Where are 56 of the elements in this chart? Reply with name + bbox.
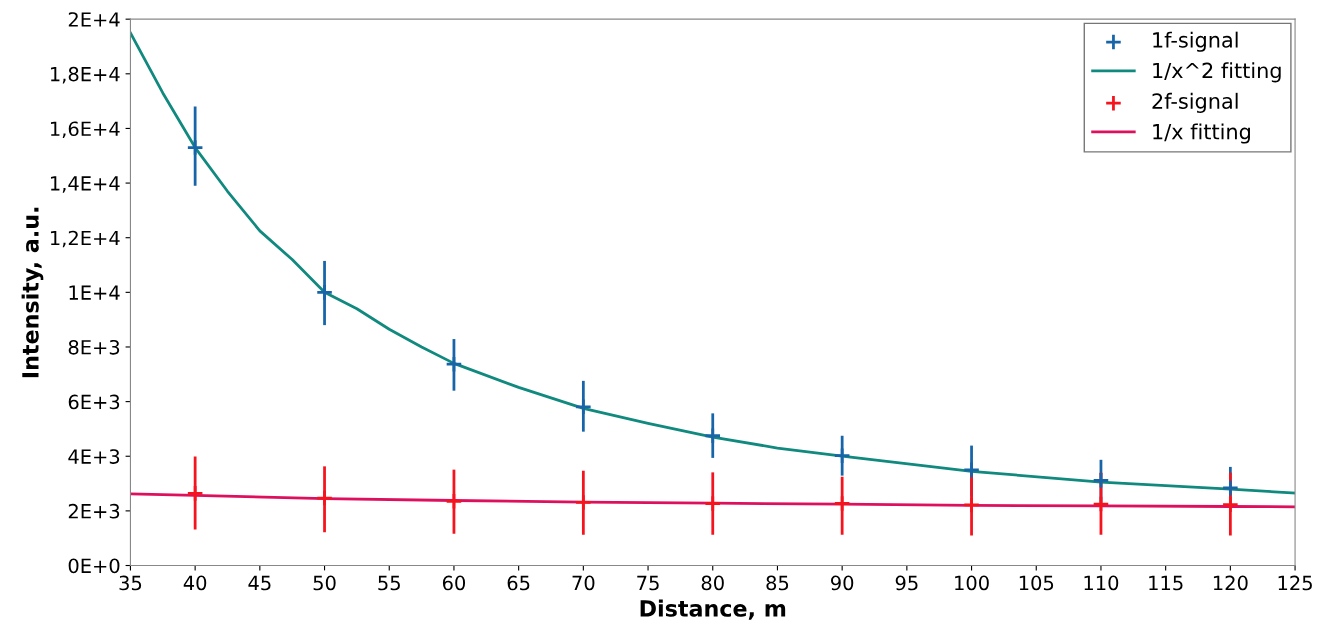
y-tick-label: 2E+4 [68, 12, 120, 27]
point [833, 447, 851, 465]
x-tick-label: 125 [1278, 575, 1312, 591]
x-tick-label: 75 [637, 575, 659, 591]
point [445, 355, 463, 373]
x-axis-title: Distance, m [640, 599, 786, 620]
x-tick-label: 70 [572, 575, 595, 591]
point [186, 484, 204, 503]
point [1092, 495, 1110, 513]
y-tick-label: 4E+3 [68, 449, 120, 464]
point [704, 494, 722, 513]
x-tick-label: 85 [766, 575, 789, 591]
y-tick-label: 6E+3 [68, 394, 120, 410]
y-tick-label: 8E+3 [68, 339, 120, 355]
point [962, 496, 981, 514]
point [315, 489, 334, 507]
x-tick-label: 115 [1149, 575, 1183, 591]
y-tick-label: 0E+0 [68, 558, 120, 574]
x-tick-label: 60 [442, 575, 466, 591]
legend-label: 2f-signal [1152, 92, 1238, 113]
y-tick-label: 1E+4 [69, 285, 120, 300]
y-tick-label: 2E+3 [68, 503, 120, 519]
line-series [130, 492, 1296, 509]
x-tick-label: 90 [831, 575, 854, 591]
x-tick-label: 110 [1084, 575, 1119, 591]
y-tick-label: 1,4E+4 [50, 176, 120, 193]
y-tick-label: 1,2E+4 [50, 230, 120, 248]
point [315, 283, 334, 302]
point [186, 138, 204, 157]
point [574, 493, 593, 512]
x-tick-label: 100 [955, 575, 989, 591]
y-tick-label: 1,6E+4 [50, 121, 120, 139]
point [962, 461, 981, 479]
x-tick-label: 50 [313, 575, 336, 591]
y-tick-label: 1,8E+4 [50, 66, 120, 84]
x-tick-label: 105 [1019, 575, 1054, 591]
legend-label: 1/x fitting [1153, 123, 1250, 144]
line-series [130, 31, 1296, 495]
y-axis-title: Intensity, a.u. [21, 207, 44, 378]
x-tick-label: 65 [507, 575, 530, 591]
point [574, 398, 593, 416]
x-tick-label: 40 [183, 575, 207, 591]
point [1092, 471, 1110, 489]
x-tick-label: 95 [895, 575, 918, 591]
legend-label: 1/x^2 fitting [1153, 62, 1281, 83]
point [704, 427, 722, 445]
point [833, 494, 851, 513]
point [445, 492, 463, 510]
x-tick-label: 55 [378, 575, 400, 591]
point [1221, 479, 1240, 497]
x-tick-label: 45 [248, 575, 271, 591]
x-tick-label: 35 [119, 575, 142, 591]
legend-label: 1f-signal [1153, 31, 1238, 52]
x-tick-label: 120 [1213, 575, 1248, 591]
x-tick-label: 80 [701, 575, 724, 591]
point [1221, 495, 1240, 514]
